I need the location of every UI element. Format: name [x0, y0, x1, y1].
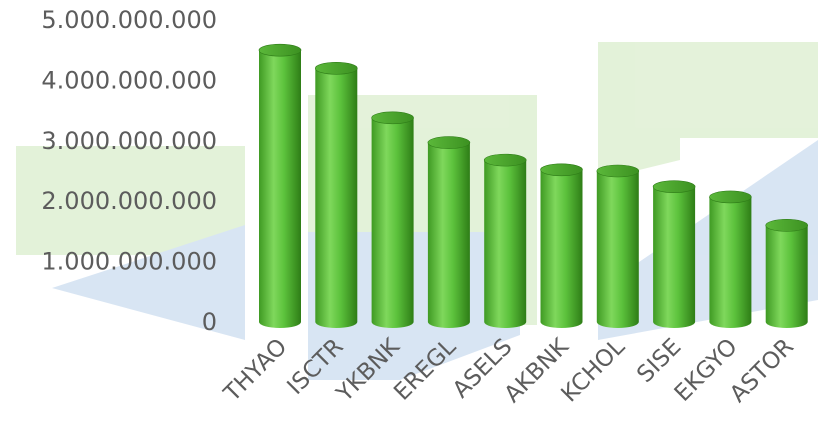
bar-body [371, 117, 414, 329]
bars-group [258, 43, 809, 329]
bar-body [709, 196, 752, 328]
bar-body [653, 186, 696, 328]
bar-body [765, 225, 808, 328]
bar-thyao [258, 43, 302, 328]
bar-body [540, 169, 583, 328]
watermark-green-shape-right [598, 42, 818, 180]
bar-top-cap [540, 163, 583, 177]
bar-body [484, 160, 527, 328]
bar-eregl [427, 136, 471, 328]
bar-top-cap [483, 153, 527, 167]
y-tick-label: 5.000.000.000 [41, 6, 217, 34]
bar-body [259, 50, 301, 328]
y-tick-label: 3.000.000.000 [41, 127, 217, 155]
bar-top-cap [596, 164, 640, 178]
y-tick-label: 1.000.000.000 [41, 248, 217, 276]
bar-top-cap [652, 180, 696, 194]
x-tick-label: THYAO [219, 334, 293, 408]
bar-body [596, 171, 639, 328]
bar-body [427, 142, 470, 328]
x-tick-label: KCHOL [556, 334, 630, 408]
watermark-graphic [16, 42, 818, 380]
bar-top-cap [427, 136, 471, 149]
bar-body [315, 68, 358, 328]
bar-kchol [596, 164, 640, 328]
watermark-green-shape-left [16, 146, 245, 255]
watermark-blue-shape-right [598, 140, 818, 340]
bar-isctr [314, 62, 358, 328]
bar-asels [483, 153, 527, 328]
bar-astor [765, 219, 809, 328]
y-axis: 0 1.000.000.000 2.000.000.000 3.000.000.000… [41, 6, 217, 336]
bar-akbnk [540, 163, 583, 328]
bar-ykbnk [371, 111, 414, 329]
bar-ekgyo [709, 190, 752, 328]
bar-top-cap [371, 111, 414, 125]
bar-top-cap [709, 190, 752, 204]
watermark-blue-shape-left [52, 225, 245, 340]
y-tick-label: 0 [202, 308, 217, 336]
bar-top-cap [765, 219, 809, 232]
y-tick-label: 2.000.000.000 [41, 187, 217, 215]
y-tick-label: 4.000.000.000 [41, 66, 217, 94]
x-tick-label: ASTOR [725, 334, 799, 408]
bar-sise [652, 180, 696, 328]
bar-top-cap [258, 43, 302, 57]
bar-top-cap [314, 62, 358, 75]
